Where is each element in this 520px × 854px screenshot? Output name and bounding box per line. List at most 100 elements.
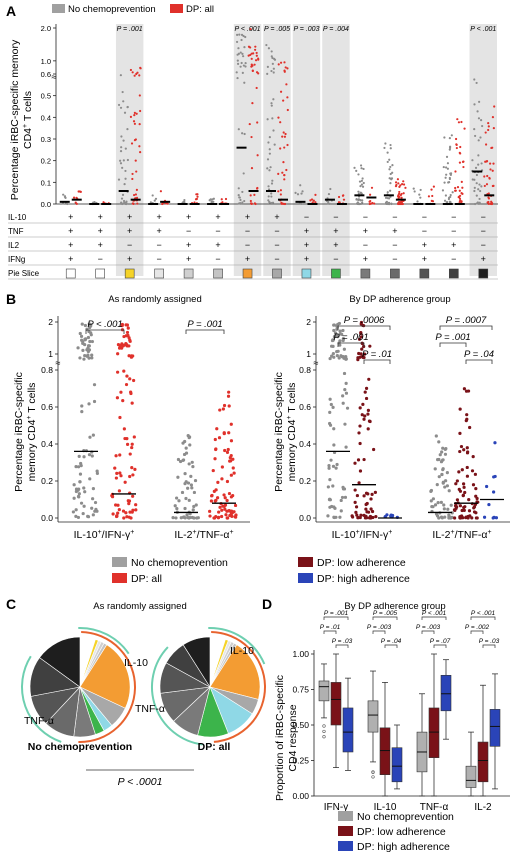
data-point <box>72 483 76 487</box>
data-point <box>62 193 65 196</box>
data-point <box>229 473 233 477</box>
data-point <box>359 352 363 356</box>
data-point <box>240 61 243 65</box>
data-point <box>216 480 220 485</box>
data-point <box>192 490 197 495</box>
data-point <box>83 323 88 328</box>
data-point <box>389 513 393 517</box>
data-point <box>443 515 447 519</box>
data-point <box>82 486 86 490</box>
data-point <box>355 493 359 498</box>
data-point <box>114 514 119 519</box>
data-point <box>483 175 486 178</box>
data-point <box>388 158 391 161</box>
outlier-point <box>322 735 326 739</box>
data-point <box>481 124 484 128</box>
data-point <box>267 47 271 50</box>
data-point <box>460 180 463 184</box>
data-point <box>365 510 369 514</box>
data-point <box>398 190 401 194</box>
data-point <box>453 508 457 512</box>
table-cell-sign: − <box>422 212 427 222</box>
data-point <box>487 202 490 206</box>
pvalue-label: P = .04 <box>381 638 402 645</box>
data-point <box>189 474 193 478</box>
data-point <box>124 511 128 515</box>
data-point <box>125 374 129 378</box>
data-point <box>431 200 435 203</box>
data-point <box>468 425 472 430</box>
data-point <box>175 507 179 511</box>
y-tick-label: 0.25 <box>292 756 309 766</box>
data-point <box>116 511 120 515</box>
data-point <box>368 514 373 519</box>
data-point <box>256 121 259 124</box>
data-point <box>344 445 348 449</box>
comparison-bracket <box>439 325 493 330</box>
data-point <box>446 507 450 511</box>
data-point <box>91 513 95 517</box>
data-point <box>132 193 136 197</box>
panel-b-left-ylabel: Percentage iRBC-specific <box>13 372 25 492</box>
data-point <box>183 506 187 511</box>
data-point <box>131 71 134 74</box>
data-point <box>186 481 191 485</box>
data-point <box>475 194 478 197</box>
data-point <box>463 490 467 495</box>
data-point <box>253 63 256 66</box>
data-point <box>247 54 250 57</box>
table-cell-sign: + <box>215 240 220 250</box>
data-point <box>434 434 438 438</box>
data-point <box>193 478 198 483</box>
data-point <box>361 402 365 406</box>
data-point <box>218 408 222 412</box>
data-point <box>328 356 332 361</box>
data-point <box>128 474 132 479</box>
panel-a-plot: 0.0 0.1 0.2 0.3 0.4 0.5 0.6 1.0 2.0 ≈ P = .001 P < … <box>41 24 498 276</box>
data-point <box>341 485 345 489</box>
data-point <box>270 50 273 53</box>
data-point <box>341 401 345 405</box>
data-point <box>233 503 238 508</box>
pvalue-label: P = .003 <box>367 624 392 631</box>
box <box>330 682 342 726</box>
data-point <box>448 148 451 151</box>
data-point <box>128 377 132 381</box>
data-point <box>340 495 345 500</box>
legend-swatch-dp-high-d <box>338 841 353 851</box>
data-point <box>472 510 477 514</box>
data-point <box>331 464 336 468</box>
pvalue-label: P = .002 <box>465 624 490 631</box>
data-point <box>138 145 141 148</box>
data-point <box>211 468 215 473</box>
data-point <box>489 162 492 165</box>
y-tick-label: 0.2 <box>41 157 51 166</box>
panel-c-pie2-label: DP: all <box>198 741 231 753</box>
legend-label-dp-low-d: DP: low adherence <box>357 826 446 838</box>
data-point <box>460 192 463 195</box>
data-point <box>183 472 187 476</box>
data-point <box>487 200 490 204</box>
data-point <box>129 115 133 118</box>
box <box>342 707 354 753</box>
pie-slice-swatch <box>95 268 105 279</box>
box <box>391 747 403 783</box>
data-point <box>237 193 240 197</box>
data-point <box>225 479 230 484</box>
data-point <box>132 378 136 383</box>
table-cell-sign: − <box>451 254 456 264</box>
data-point <box>281 171 284 174</box>
data-point <box>439 515 444 519</box>
data-point <box>458 189 461 192</box>
data-point <box>364 502 368 507</box>
data-point <box>459 152 462 155</box>
data-point <box>242 55 245 58</box>
data-point <box>343 388 347 392</box>
data-point <box>242 34 245 38</box>
table-row-label: IL-10 <box>8 213 27 222</box>
outlier-point <box>322 724 326 728</box>
data-point <box>335 324 339 328</box>
data-point <box>285 83 288 86</box>
data-point <box>358 441 362 446</box>
data-point <box>333 506 337 510</box>
